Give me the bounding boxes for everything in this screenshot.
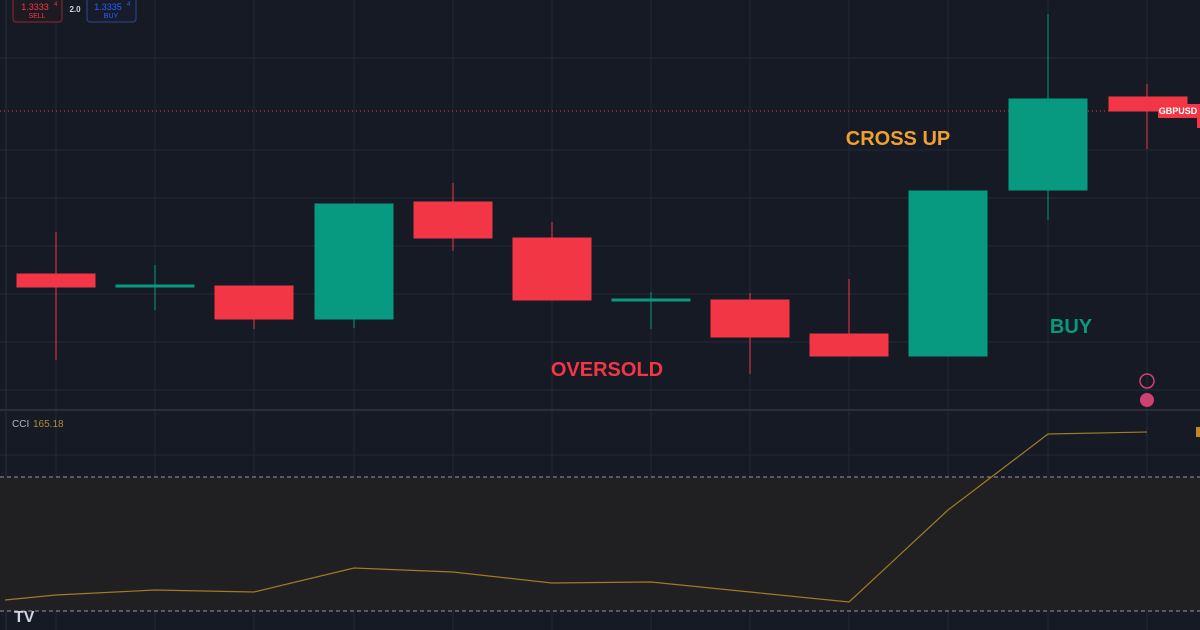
axis-marker [1197, 104, 1200, 128]
sell-price: 1.3333 [21, 2, 49, 12]
alert-icons[interactable] [1139, 373, 1155, 407]
buy-label: BUY [104, 13, 119, 20]
cci-band [0, 477, 1200, 611]
logo: TV [14, 609, 35, 626]
sell-price-small: 4 [54, 2, 58, 8]
indicator-value: 165.18 [33, 419, 64, 430]
indicator-name: CCI [12, 419, 29, 430]
symbol-label: GBPUSD [1159, 106, 1198, 116]
buy-price-small: 4 [127, 2, 131, 8]
annotation: CROSS UP [846, 128, 950, 150]
buy-price: 1.3335 [94, 2, 122, 12]
sell-button[interactable] [12, 0, 63, 23]
annotation: BUY [1050, 316, 1093, 338]
sell-label: SELL [28, 13, 45, 20]
candles [16, 14, 1188, 374]
symbol-tag [1158, 104, 1198, 118]
cci-line [4, 431, 1148, 603]
spread: 2.0 [69, 5, 81, 14]
cci-marker [1196, 427, 1200, 437]
annotation: OVERSOLD [551, 359, 663, 381]
order-panel: 1.3333 4 SELL 2.0 1.3335 4 BUY [12, 0, 137, 23]
buy-button[interactable] [86, 0, 137, 23]
